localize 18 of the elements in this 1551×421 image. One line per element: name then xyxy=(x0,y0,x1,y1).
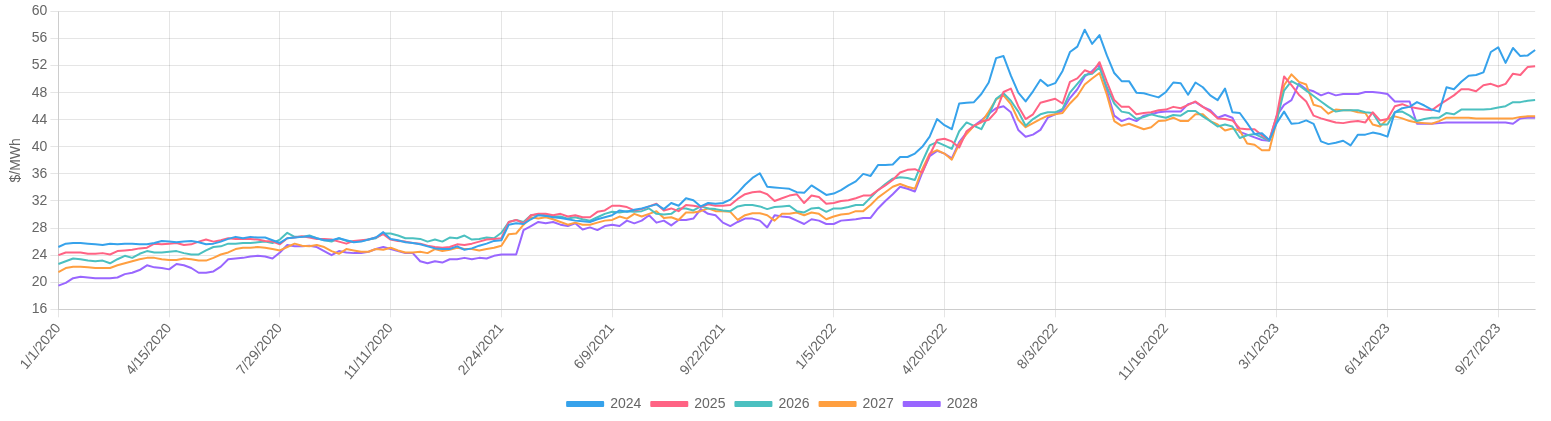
y-tick-label: 16 xyxy=(31,300,48,317)
y-tick-label: 32 xyxy=(31,191,48,208)
y-tick-label: 20 xyxy=(31,273,48,290)
legend-label: 2025 xyxy=(694,394,726,411)
y-tick-label: 40 xyxy=(31,137,48,154)
y-tick-label: 28 xyxy=(31,218,48,235)
y-tick-label: 52 xyxy=(31,56,48,73)
legend-label: 2028 xyxy=(946,394,979,411)
y-tick-label: 48 xyxy=(31,83,48,100)
y-tick-label: 44 xyxy=(31,110,48,127)
y-tick-label: 56 xyxy=(31,29,48,46)
legend-label: 2026 xyxy=(778,394,810,411)
y-tick-label: 24 xyxy=(31,246,48,263)
y-tick-label: 36 xyxy=(31,164,48,181)
y-axis-title: $/MWh xyxy=(7,138,24,183)
legend-label: 2027 xyxy=(862,394,894,411)
legend-label: 2024 xyxy=(610,394,642,411)
y-tick-label: 60 xyxy=(31,2,48,19)
